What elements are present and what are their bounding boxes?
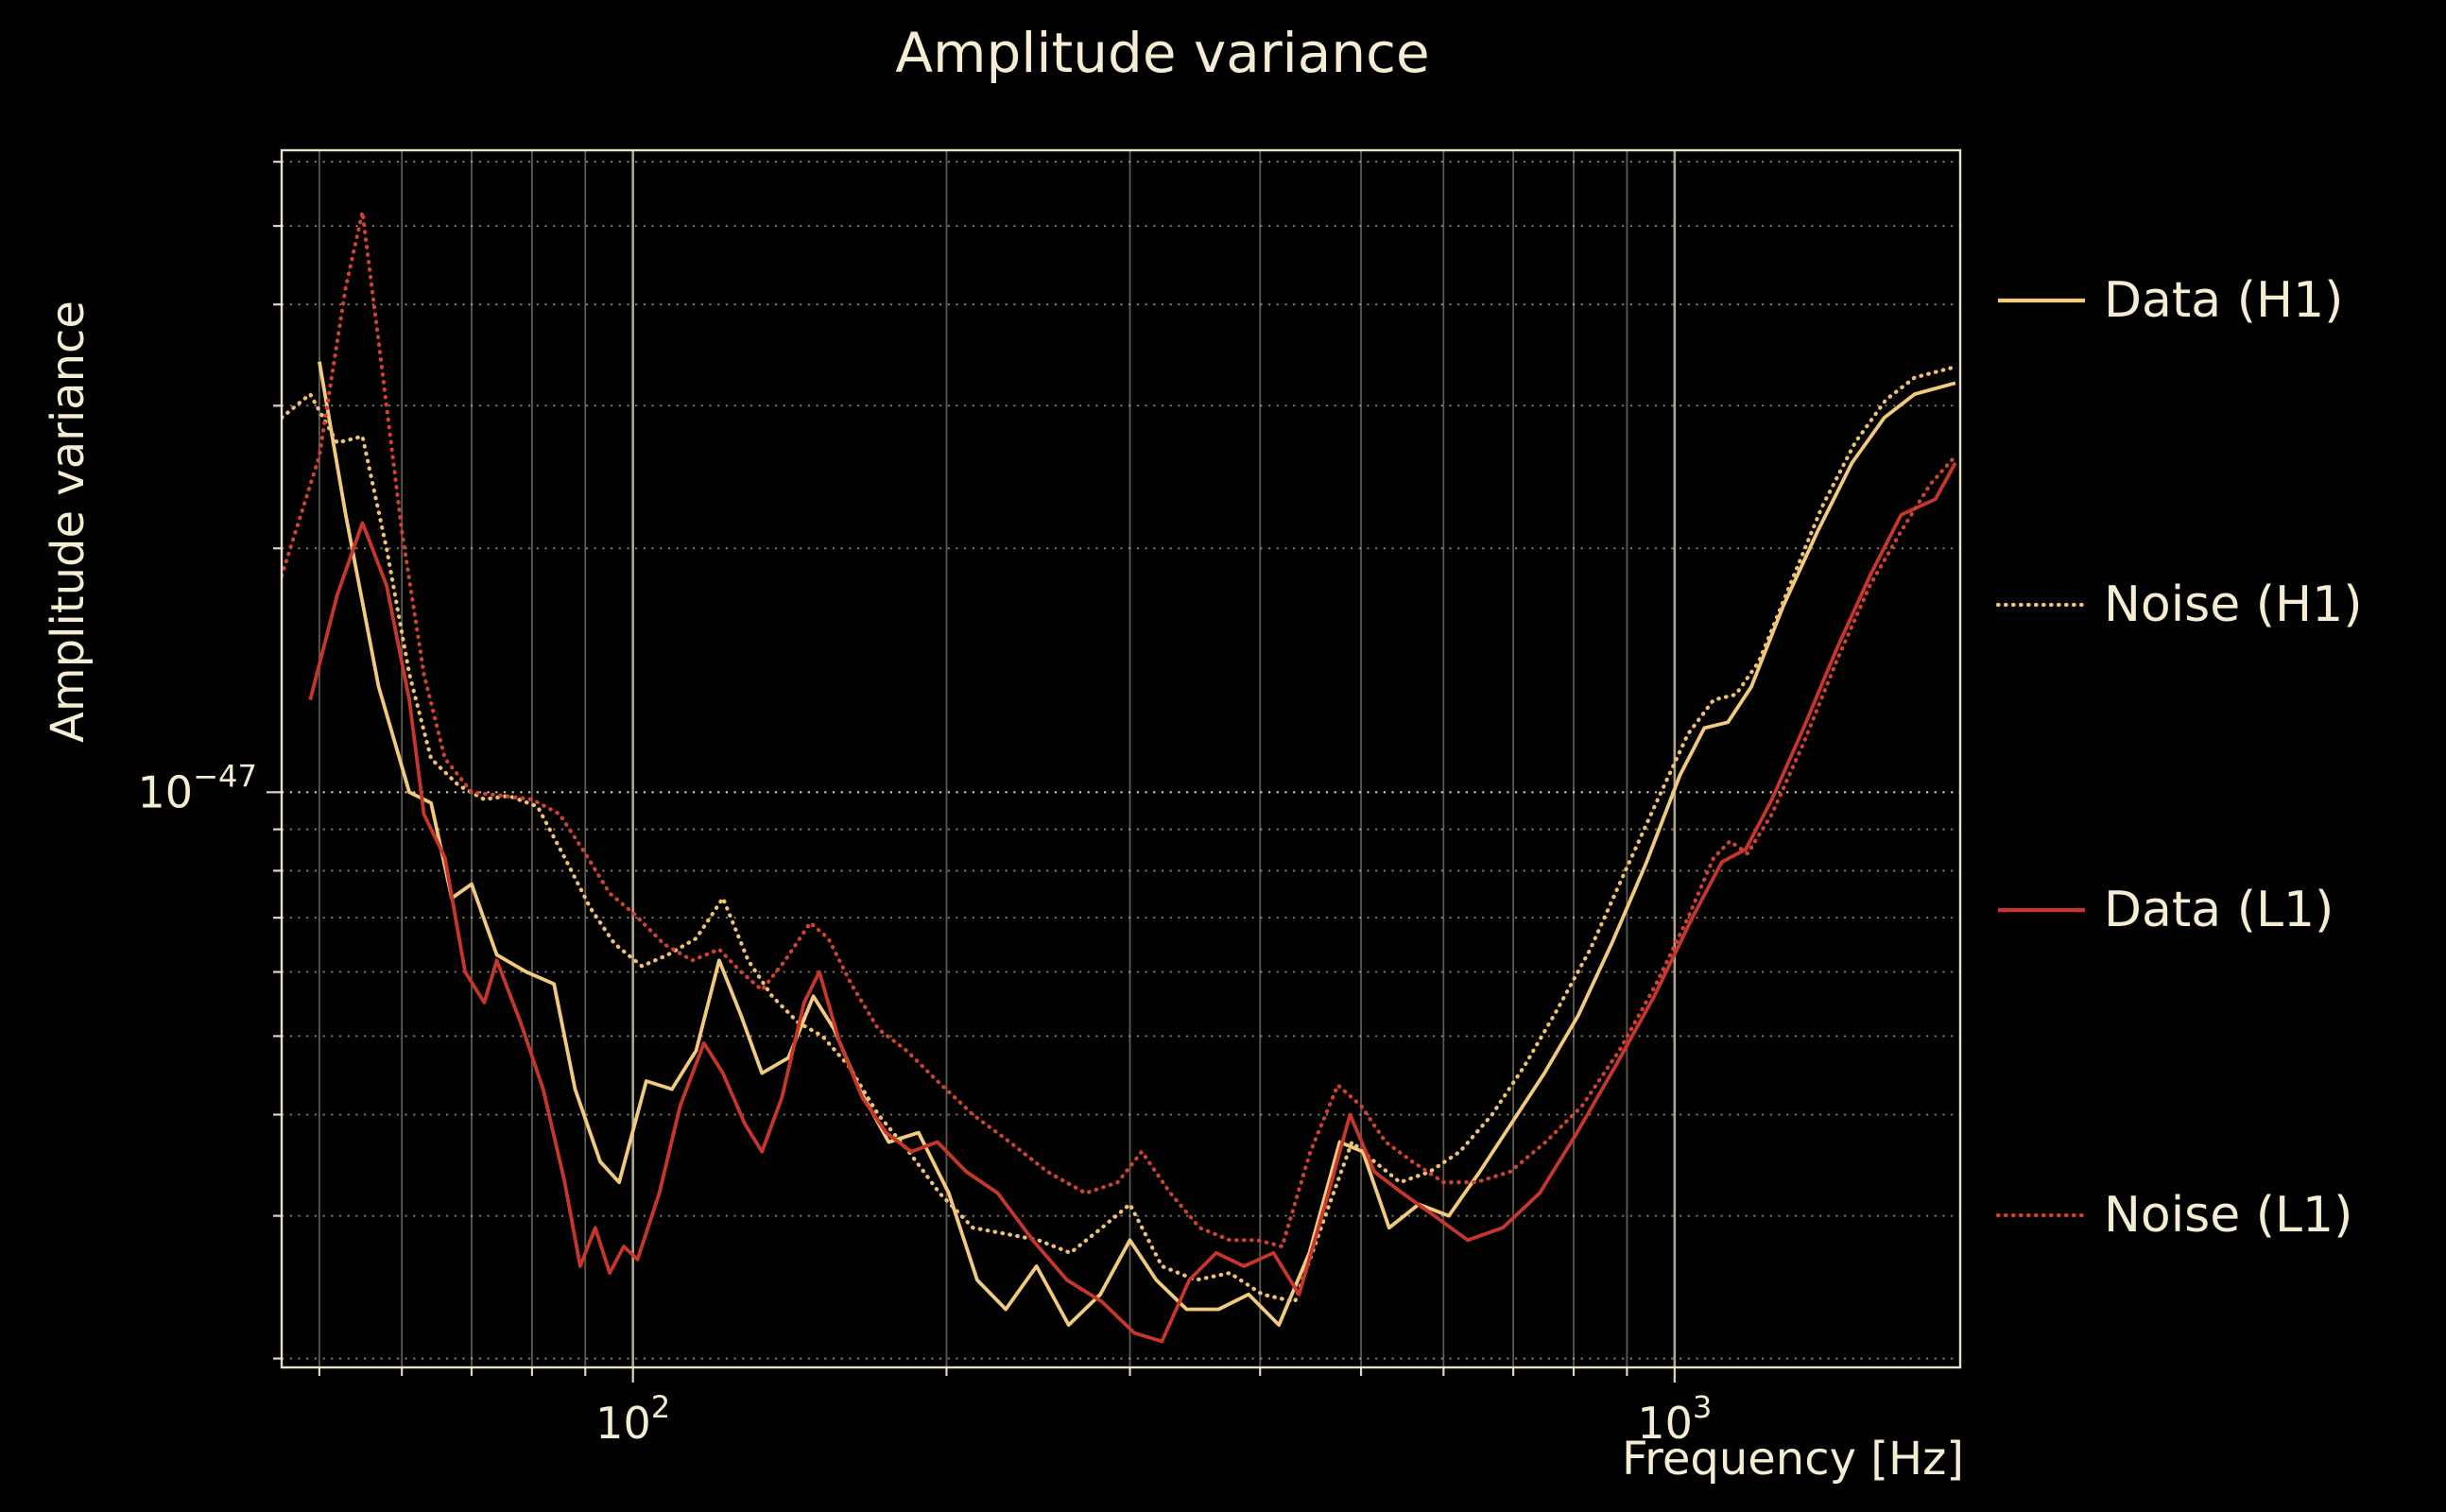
series-line-noise-l1	[282, 210, 1957, 1249]
legend-entry-data-l1: Data (L1)	[1998, 882, 2334, 938]
plot-border	[280, 148, 1962, 1369]
legend-label: Data (H1)	[2104, 272, 2343, 329]
gridlines	[282, 150, 1960, 1367]
legend-entry-noise-l1: Noise (L1)	[1995, 1187, 2352, 1244]
legend-label: Noise (L1)	[2104, 1187, 2352, 1244]
legend: Data (H1) Noise (H1) Data (L1) Noise (L1)	[1995, 272, 2363, 1244]
legend-label: Noise (H1)	[2104, 576, 2363, 633]
legend-entry-noise-h1: Noise (H1)	[1995, 576, 2363, 633]
series-line-data-l1	[308, 461, 1957, 1344]
y-axis-label: Amplitude variance	[42, 301, 95, 743]
series-line-data-h1	[318, 361, 1956, 1327]
series-lines	[282, 210, 1957, 1344]
legend-label: Data (L1)	[2104, 882, 2334, 938]
legend-entry-data-h1: Data (H1)	[1998, 272, 2343, 329]
series-line-noise-h1	[282, 365, 1957, 1304]
chart-title: Amplitude variance	[895, 21, 1429, 85]
x-axis-label: Frequency [Hz]	[1622, 1433, 1964, 1486]
